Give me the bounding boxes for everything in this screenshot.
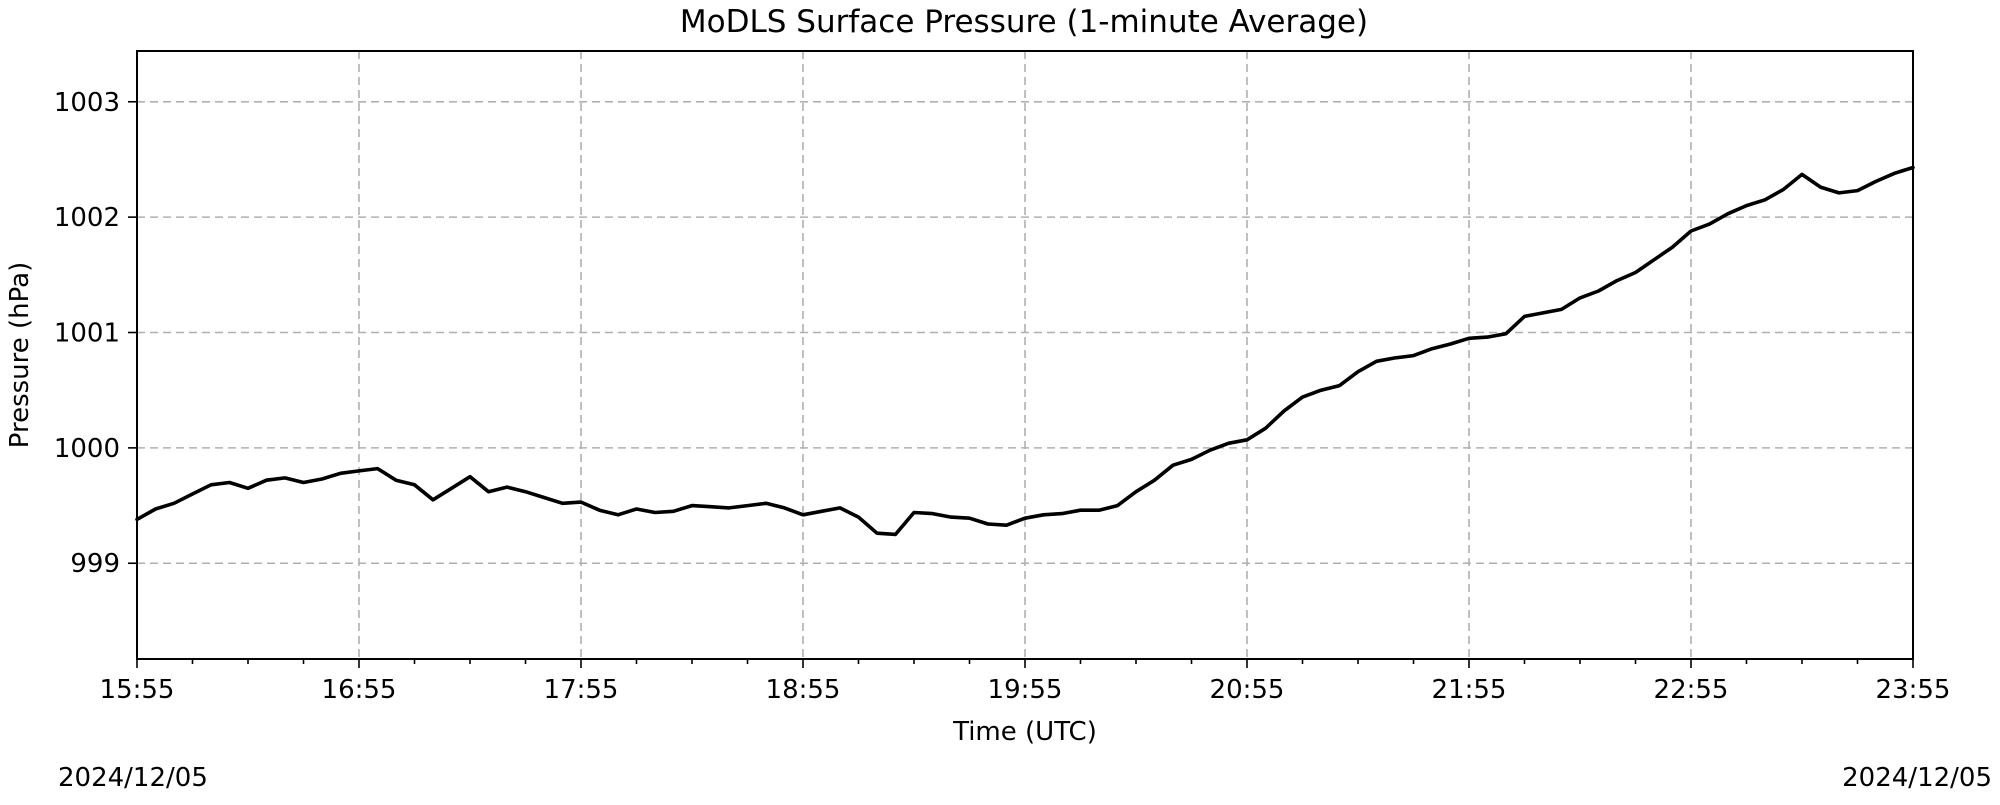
date-end-label: 2024/12/05 [1842,763,1992,793]
x-tick-label: 21:55 [1432,675,1507,705]
pressure-series-line [135,165,1915,537]
y-tick-label: 1002 [54,203,120,233]
chart-title: MoDLS Surface Pressure (1-minute Average… [680,4,1368,40]
x-tick-label: 18:55 [766,675,841,705]
y-tick-label: 1003 [54,88,120,118]
y-tick-label: 999 [70,549,120,579]
x-axis-label: Time (UTC) [952,717,1097,747]
y-tick-label: 1000 [54,434,120,464]
x-tick-label: 22:55 [1654,675,1729,705]
y-axis-label: Pressure (hPa) [5,262,35,449]
x-tick-label: 16:55 [322,675,397,705]
tick-layer: 15:55 16:55 17:55 18:55 19:55 20:55 21:55 22:55… [54,88,1951,705]
grid-layer [136,51,1914,659]
x-tick-label: 20:55 [1210,675,1285,705]
x-tick-label: 15:55 [100,675,175,705]
series-layer [135,165,1915,537]
y-tick-label: 1001 [54,319,120,349]
x-tick-label: 23:55 [1876,675,1951,705]
x-tick-label: 19:55 [988,675,1063,705]
date-start-label: 2024/12/05 [58,763,208,793]
x-tick-label: 17:55 [544,675,619,705]
